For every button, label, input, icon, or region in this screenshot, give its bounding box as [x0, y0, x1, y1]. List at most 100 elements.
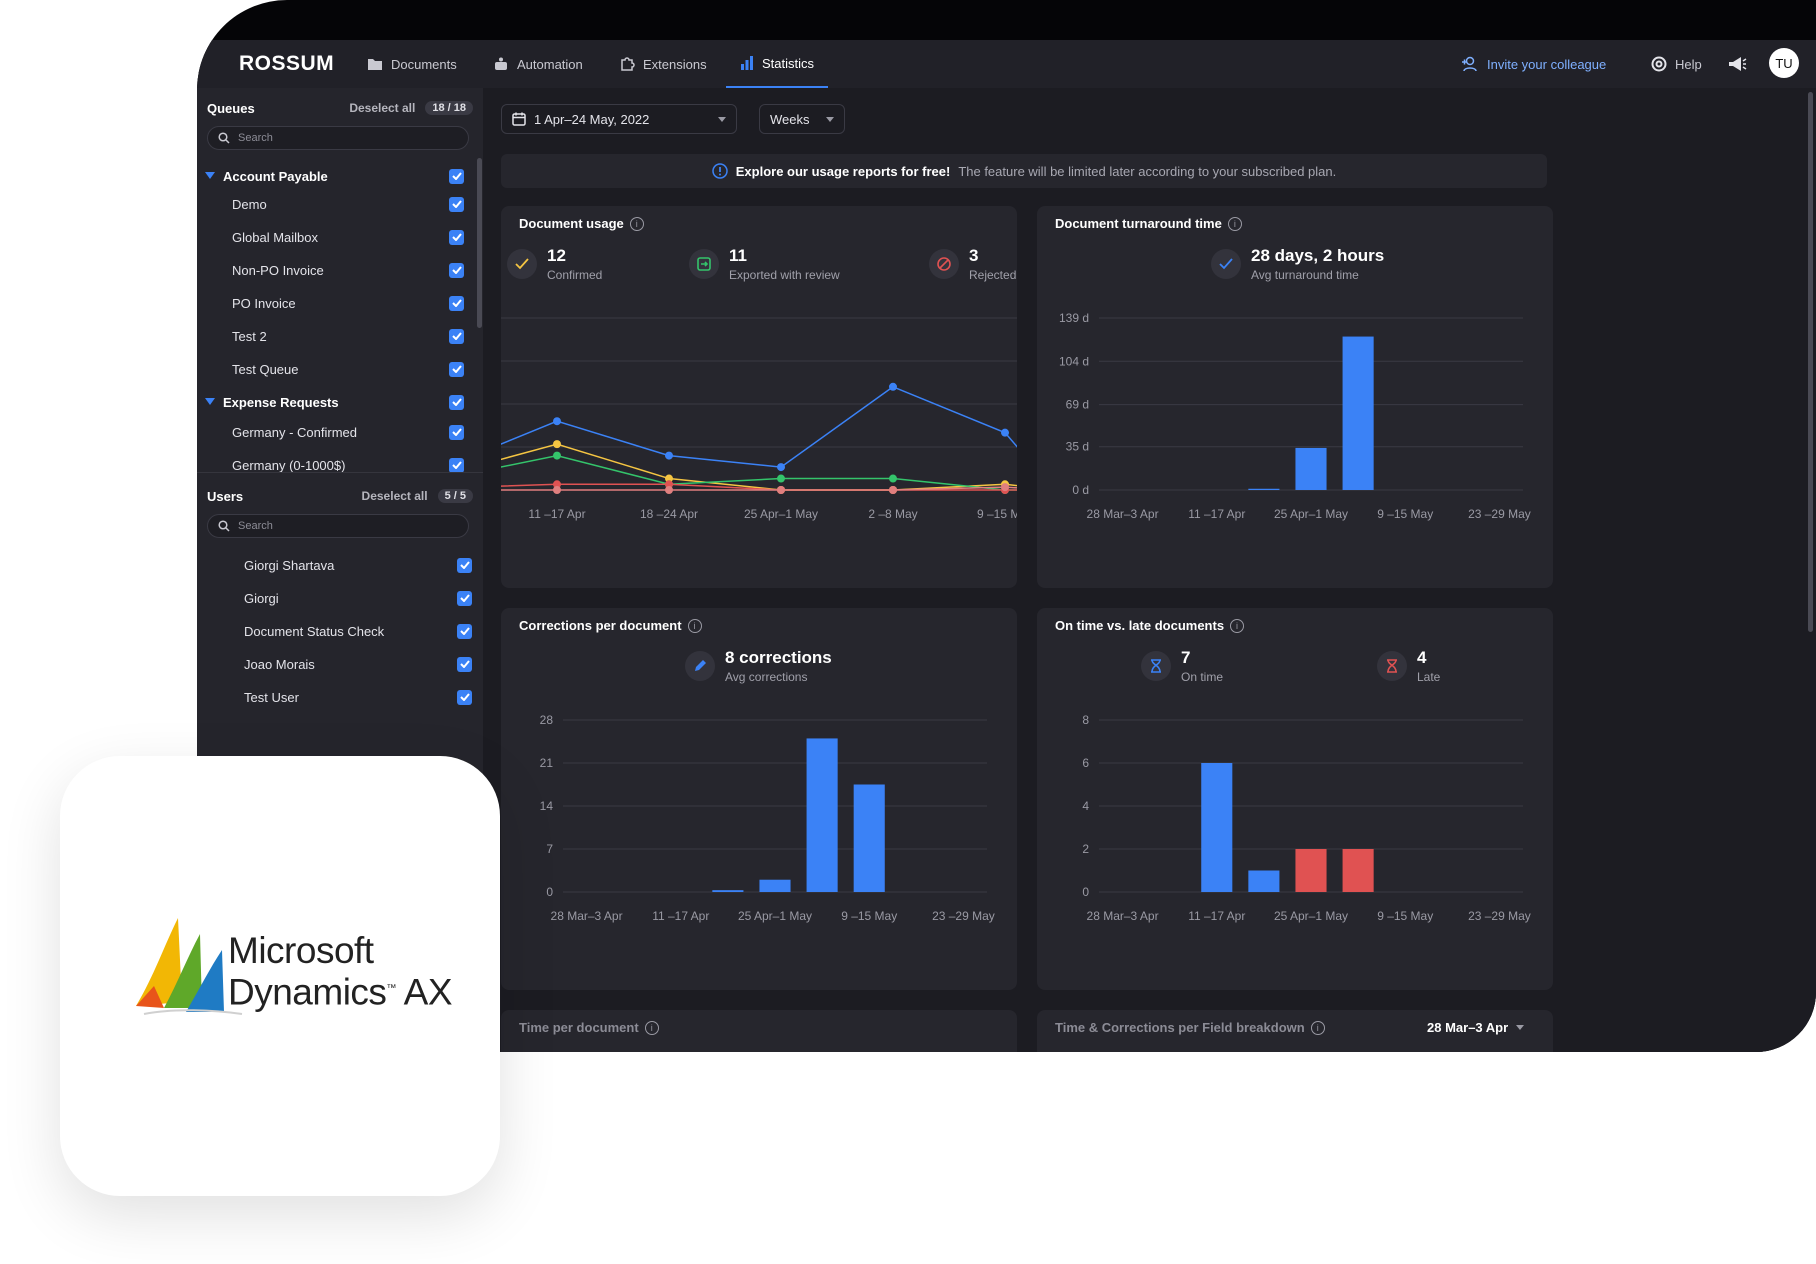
- announcements-button[interactable]: [1727, 40, 1747, 88]
- invite-colleague-button[interactable]: Invite your colleague: [1461, 40, 1606, 88]
- queue-group-label: Expense Requests: [223, 394, 339, 410]
- time-per-doc-title: Time per document i: [519, 1020, 659, 1035]
- queue-group-expense-requests[interactable]: Expense Requests: [197, 388, 483, 416]
- users-deselect-all[interactable]: Deselect all: [361, 489, 428, 503]
- users-search-input[interactable]: Search: [207, 514, 469, 538]
- info-icon[interactable]: i: [629, 216, 644, 231]
- corrections-card: Corrections per document i 8 corrections…: [501, 608, 1017, 990]
- check-icon: [451, 200, 462, 208]
- y-tick-label: 4: [1082, 799, 1089, 813]
- info-icon[interactable]: i: [1310, 1020, 1325, 1035]
- queue-item-germany-0-1000[interactable]: Germany (0-1000$): [197, 451, 483, 479]
- info-icon[interactable]: i: [1230, 618, 1245, 633]
- main-scrollbar[interactable]: [1808, 92, 1813, 632]
- queues-scrollbar[interactable]: [477, 158, 482, 328]
- card-title-text: On time vs. late documents: [1055, 618, 1225, 633]
- rossum-logo[interactable]: ROSSUM: [239, 52, 335, 75]
- checkbox-checked[interactable]: [449, 196, 464, 212]
- x-tick-label: 9 –15 May: [977, 507, 1017, 521]
- bar: [1342, 849, 1374, 892]
- check-icon: [451, 332, 462, 340]
- metric-exported: 11 Exported with review: [689, 246, 840, 282]
- checkbox-checked[interactable]: [457, 590, 472, 606]
- x-tick-label: 9 –15 May: [841, 909, 897, 923]
- top-navigation: ROSSUM Documents Automation Extensions S…: [197, 40, 1816, 89]
- checkbox-checked[interactable]: [449, 168, 464, 184]
- info-icon[interactable]: i: [687, 618, 702, 633]
- granularity-select[interactable]: Weeks: [759, 104, 845, 134]
- banner-bold: Explore our usage reports for free!: [735, 163, 951, 179]
- check-icon: [459, 594, 470, 602]
- nav-documents[interactable]: Documents: [367, 40, 457, 88]
- checkbox-checked[interactable]: [449, 229, 464, 245]
- metric-avg-turnaround: 28 days, 2 hours Avg turnaround time: [1211, 246, 1384, 282]
- checkbox-checked[interactable]: [449, 328, 464, 344]
- metric-label: Avg turnaround time: [1251, 268, 1359, 282]
- check-icon: [451, 365, 462, 373]
- user-avatar[interactable]: TU: [1769, 48, 1799, 78]
- checkbox-checked[interactable]: [457, 557, 472, 573]
- x-tick-label: 11 –17 Apr: [528, 507, 585, 521]
- info-icon[interactable]: i: [644, 1020, 659, 1035]
- queue-group-account-payable[interactable]: Account Payable: [197, 162, 483, 190]
- corrections-title: Corrections per document i: [519, 618, 702, 633]
- nav-automation[interactable]: Automation: [493, 40, 583, 88]
- checkbox-checked[interactable]: [449, 394, 464, 410]
- queue-item-test-queue[interactable]: Test Queue: [197, 355, 483, 383]
- user-item[interactable]: Giorgi: [197, 584, 483, 612]
- checkbox-checked[interactable]: [449, 424, 464, 440]
- data-point: [553, 486, 561, 494]
- data-point: [777, 486, 785, 494]
- robot-icon: [495, 57, 507, 70]
- nav-statistics[interactable]: Statistics: [726, 40, 829, 88]
- user-item[interactable]: Test User: [197, 683, 483, 711]
- x-tick-label: 23 –29 May: [1468, 507, 1531, 521]
- queues-search-input[interactable]: Search: [207, 126, 469, 150]
- x-tick-label: 25 Apr–1 May: [1274, 507, 1348, 521]
- bar: [806, 738, 838, 892]
- queue-item-test-2[interactable]: Test 2: [197, 322, 483, 350]
- checkbox-checked[interactable]: [457, 656, 472, 672]
- breakdown-period-value: 28 Mar–3 Apr: [1427, 1020, 1509, 1035]
- queue-item-label: Germany - Confirmed: [232, 424, 357, 440]
- user-item[interactable]: Document Status Check: [197, 617, 483, 645]
- queue-item-non-po-invoice[interactable]: Non-PO Invoice: [197, 256, 483, 284]
- user-item[interactable]: Joao Morais: [197, 650, 483, 678]
- queue-item-demo[interactable]: Demo: [197, 190, 483, 218]
- on-time-late-bar-chart: 0 2 4 6 8 28 Mar–3 Apr 11 –17 Apr 25 Apr–1 May 9…: [1082, 713, 1531, 923]
- help-button[interactable]: Help: [1651, 40, 1702, 88]
- breakdown-period-select[interactable]: 28 Mar–3 Apr: [1427, 1020, 1525, 1035]
- data-point: [553, 451, 561, 460]
- metric-value: 28 days, 2 hours: [1251, 246, 1385, 265]
- checkbox-checked[interactable]: [449, 262, 464, 278]
- checkbox-checked[interactable]: [449, 457, 464, 473]
- date-range-select[interactable]: 1 Apr–24 May, 2022: [501, 104, 737, 134]
- microsoft-dynamics-ax-logo-card: [60, 756, 500, 1196]
- checkbox-checked[interactable]: [449, 295, 464, 311]
- user-item-label: Giorgi Shartava: [244, 557, 335, 573]
- queue-item-label: PO Invoice: [232, 295, 296, 311]
- checkbox-checked[interactable]: [457, 689, 472, 705]
- queue-item-germany-confirmed[interactable]: Germany - Confirmed: [197, 418, 483, 446]
- hourglass-icon: [1141, 651, 1171, 681]
- bar: [1342, 336, 1374, 490]
- nav-extensions[interactable]: Extensions: [619, 40, 707, 88]
- x-tick-label: 28 Mar–3 Apr: [1087, 507, 1159, 521]
- y-tick-label: 21: [540, 756, 554, 770]
- metric-value: 8 corrections: [725, 648, 832, 667]
- invite-label: Invite your colleague: [1487, 56, 1607, 72]
- checkbox-checked[interactable]: [449, 361, 464, 377]
- metric-value: 4: [1417, 648, 1427, 667]
- queue-item-global-mailbox[interactable]: Global Mailbox: [197, 223, 483, 251]
- corrections-bar-chart: 0 7 14 21 28 28 Mar–3 Apr 11 –17 Apr 25 Apr–1 M…: [540, 713, 995, 923]
- queues-deselect-all[interactable]: Deselect all: [349, 101, 416, 115]
- data-point: [665, 486, 673, 494]
- user-item[interactable]: Giorgi Shartava: [197, 551, 483, 579]
- x-tick-label: 23 –29 May: [1468, 909, 1531, 923]
- info-icon[interactable]: i: [1227, 216, 1242, 231]
- checkbox-checked[interactable]: [457, 623, 472, 639]
- queue-item-po-invoice[interactable]: PO Invoice: [197, 289, 483, 317]
- y-tick-label: 0: [546, 885, 553, 899]
- microsoft-dynamics-ax-wordmark: Microsoft Dynamics™ AX: [228, 932, 453, 1011]
- search-icon: [218, 132, 230, 144]
